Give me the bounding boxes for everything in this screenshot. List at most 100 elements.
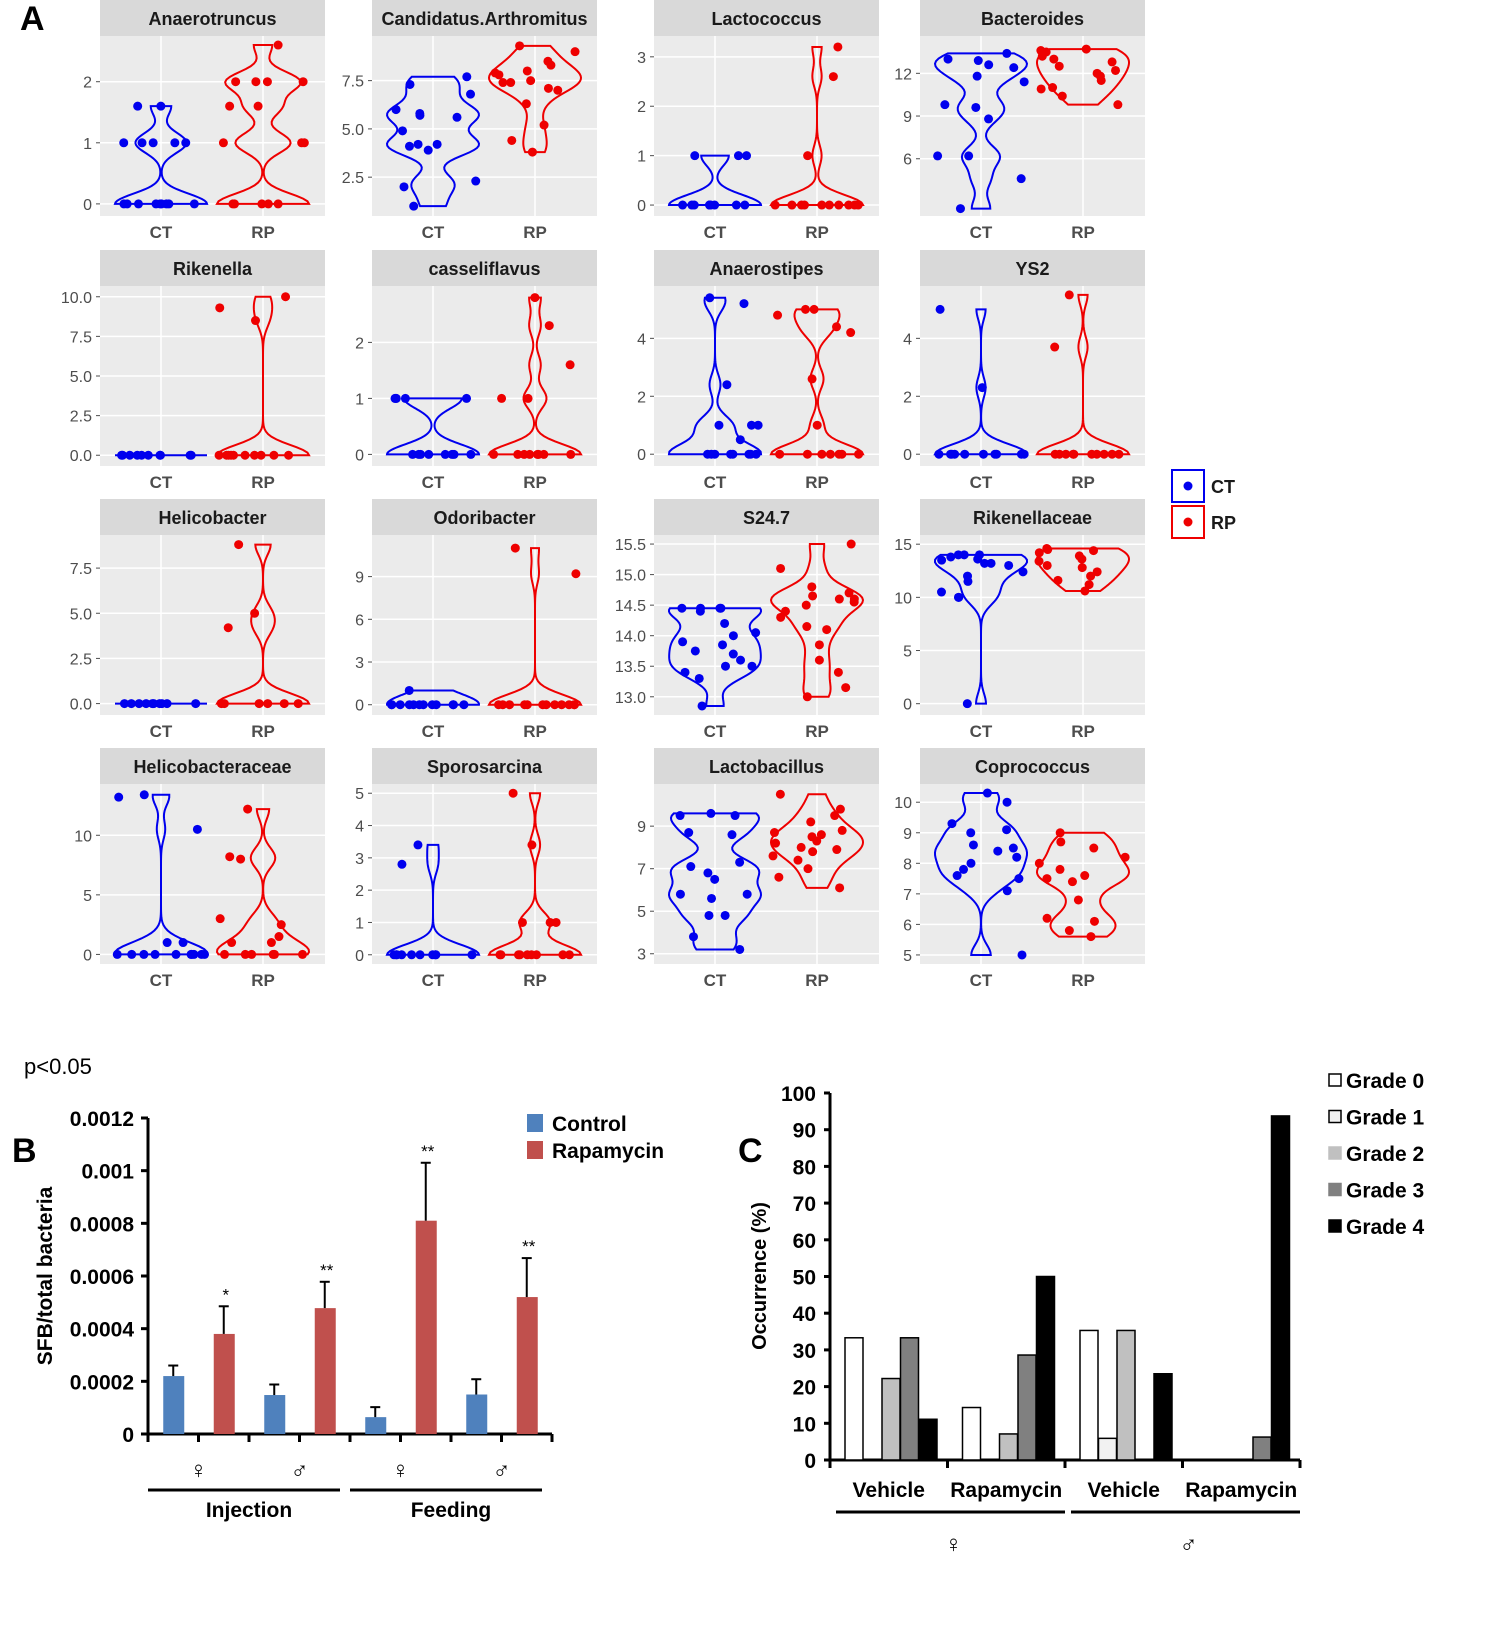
data-point-rp [1057, 91, 1067, 101]
data-point-ct [1004, 560, 1014, 570]
data-point-rp [803, 864, 813, 874]
data-point-rp [1120, 852, 1130, 862]
data-point-rp [796, 842, 806, 852]
y-tick-label: 10.0 [61, 290, 92, 307]
data-point-ct [126, 699, 136, 709]
data-point-rp [498, 78, 508, 88]
bar-control [163, 1376, 185, 1434]
violin-panel: Candidatus.Arthromitus 2.5 5.0 7.5 CT RP [342, 0, 597, 242]
data-point-ct [414, 700, 424, 710]
data-point-ct [731, 200, 741, 210]
x-tick-label: RP [251, 722, 275, 741]
legend-label: Grade 2 [1346, 1143, 1424, 1166]
y-tick-label: 10 [74, 828, 92, 845]
y-tick-label: 1 [83, 136, 92, 153]
x-tick-label: CT [704, 971, 727, 990]
data-point-rp [822, 625, 832, 635]
x-tick-label: RP [251, 971, 275, 990]
data-point-rp [299, 138, 309, 148]
data-point-ct [119, 138, 129, 148]
x-tick-label: CT [150, 971, 173, 990]
data-point-rp [771, 838, 781, 848]
data-point-ct [416, 449, 426, 459]
data-point-rp [256, 450, 266, 460]
data-point-rp [770, 200, 780, 210]
data-point-rp [834, 594, 844, 604]
data-point-ct [390, 393, 400, 403]
panel-title: Rikenellaceae [973, 508, 1092, 528]
y-tick-label: 7 [637, 862, 646, 879]
y-tick-label: 5.0 [70, 369, 92, 386]
data-point-rp [1069, 449, 1079, 459]
y-tick-label: 2 [903, 389, 912, 406]
data-point-ct [705, 293, 715, 303]
bar-grade-4 [918, 1418, 938, 1461]
panel-strip [100, 499, 325, 535]
data-point-ct [742, 151, 752, 161]
data-point-rp [495, 950, 505, 960]
data-point-rp [249, 450, 259, 460]
data-point-ct [971, 102, 981, 112]
sex-label: ♂ [1180, 1531, 1198, 1558]
data-point-ct [405, 79, 415, 89]
plot-background [654, 36, 879, 216]
x-tick-label: CT [704, 473, 727, 492]
data-point-rp [834, 200, 844, 210]
data-point-ct [447, 449, 457, 459]
data-point-rp [519, 449, 529, 459]
category-label: Rapamycin [950, 1479, 1062, 1502]
group-label: Feeding [411, 1499, 492, 1522]
data-point-rp [236, 854, 246, 864]
data-point-ct [399, 182, 409, 192]
y-tick-label: 2.5 [70, 651, 92, 668]
data-point-ct [936, 587, 946, 597]
data-point-rp [775, 449, 785, 459]
data-point-rp [281, 292, 291, 302]
data-point-rp [225, 101, 235, 111]
x-tick-label: RP [805, 971, 829, 990]
data-point-rp [849, 594, 859, 604]
data-point-rp [1081, 44, 1091, 54]
y-tick-label: 12 [894, 66, 912, 83]
data-point-ct [694, 673, 704, 683]
x-tick-label: RP [523, 971, 547, 990]
violin-panel: S24.7 13.0 13.5 14.0 14.5 15.0 15.5 CT RP [615, 499, 879, 741]
data-point-ct [127, 949, 137, 959]
panel-strip [654, 0, 879, 36]
plot-background [372, 286, 597, 466]
data-point-rp [276, 920, 286, 930]
data-point-rp [817, 449, 827, 459]
data-point-ct [171, 949, 181, 959]
bar-grade-3 [899, 1337, 920, 1461]
data-point-rp [1042, 560, 1052, 570]
panel-strip [920, 0, 1145, 36]
data-point-rp [532, 449, 542, 459]
data-point-rp [527, 147, 537, 157]
legend-swatch [1328, 1146, 1342, 1160]
y-tick-label: 14.5 [615, 598, 646, 615]
violin-ct [667, 296, 763, 456]
data-point-ct [191, 699, 201, 709]
legend-swatch [527, 1114, 543, 1132]
data-point-rp [1092, 68, 1102, 78]
y-tick-label: 0.0012 [70, 1108, 134, 1131]
y-tick-label: 50 [793, 1267, 816, 1290]
data-point-ct [984, 114, 994, 124]
y-tick-label: 0 [83, 947, 92, 964]
panel-strip [654, 748, 879, 784]
data-point-ct [675, 811, 685, 821]
x-tick-label: RP [805, 473, 829, 492]
data-point-ct [716, 603, 726, 613]
y-tick-label: 5 [903, 644, 912, 661]
violin-ct [933, 553, 1029, 705]
y-tick-label: 4 [355, 819, 364, 836]
x-tick-label: CT [704, 722, 727, 741]
data-point-rp [215, 303, 225, 313]
data-point-ct [1009, 63, 1019, 73]
data-point-rp [1067, 877, 1077, 887]
group-label: Injection [206, 1499, 292, 1522]
data-point-ct [164, 199, 174, 209]
panel-title: Helicobacteraceae [133, 757, 291, 777]
panel-strip [372, 0, 597, 36]
violin-rp [487, 296, 583, 456]
